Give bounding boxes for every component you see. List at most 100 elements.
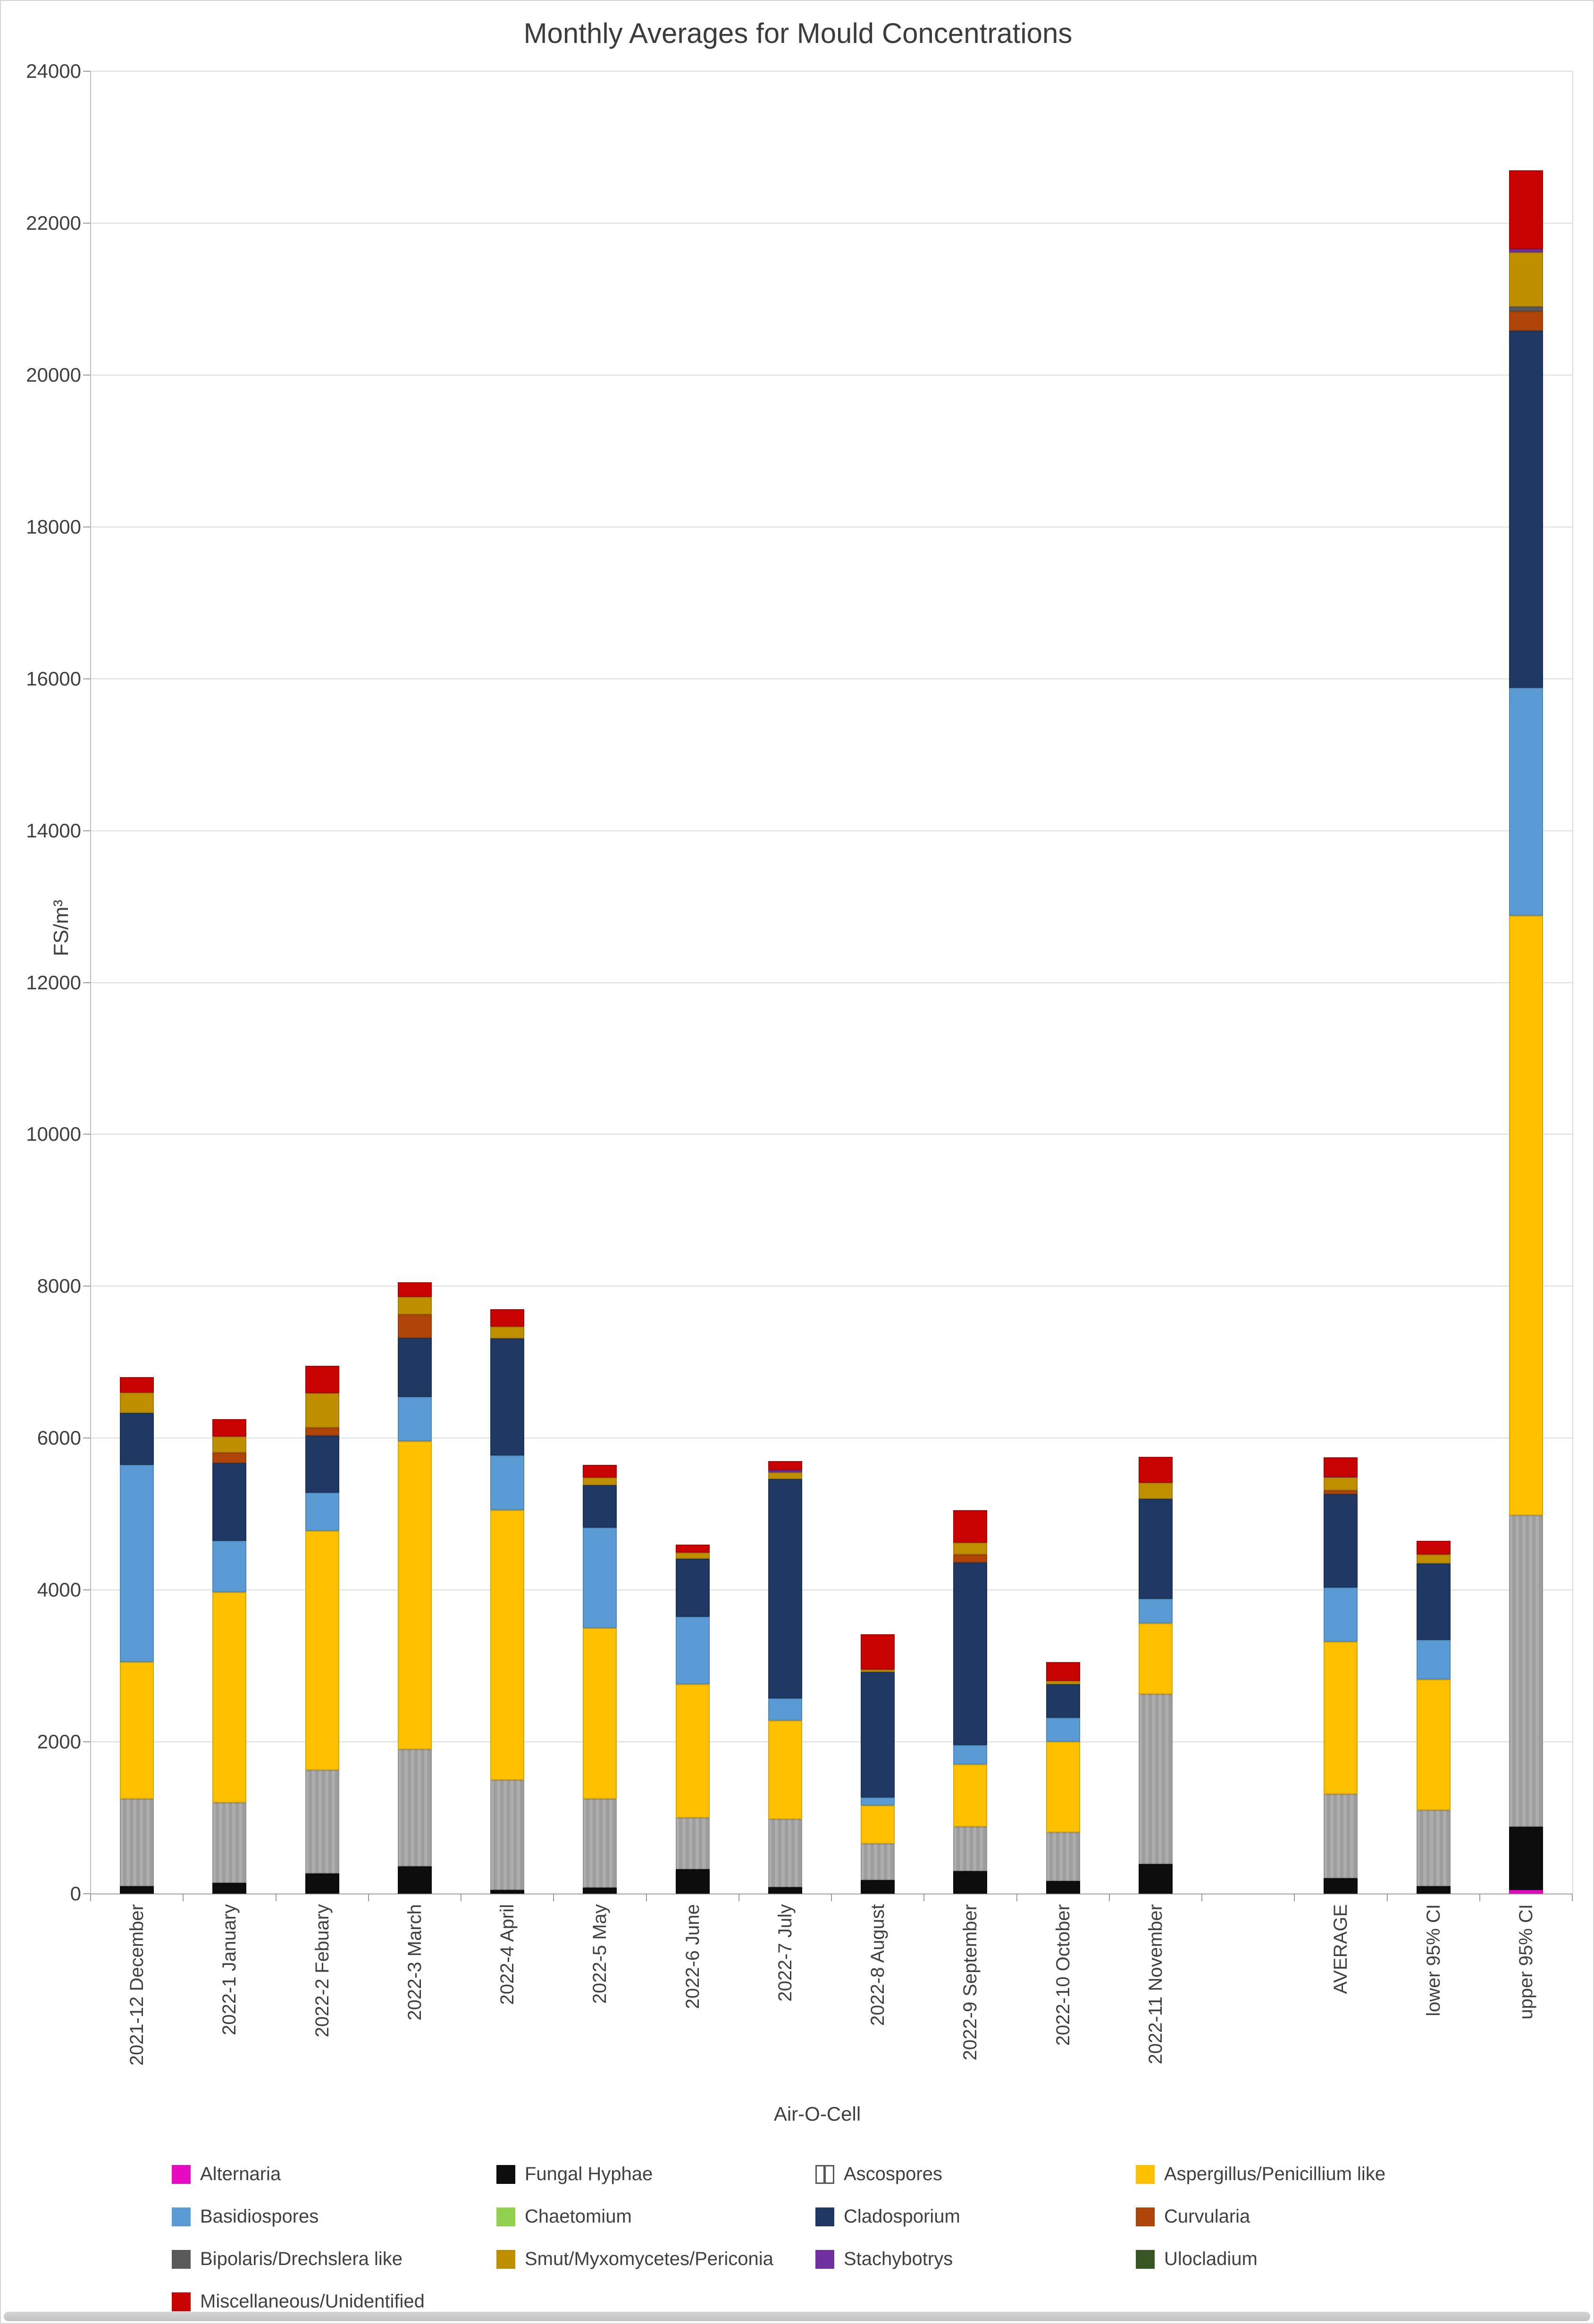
bar-segment-ascospores bbox=[1324, 1794, 1358, 1878]
horizontal-scrollbar[interactable] bbox=[4, 2312, 1590, 2321]
bar-segment-fungal-hyphae bbox=[490, 1889, 525, 1894]
bar-segment-fungal-hyphae bbox=[212, 1883, 247, 1894]
bar-segment-smut-myxomycetes-periconia bbox=[1324, 1477, 1358, 1490]
bar-segment-fungal-hyphae bbox=[397, 1866, 432, 1894]
legend-item-ascospores: Ascospores bbox=[815, 2164, 942, 2185]
y-axis-tick-mark bbox=[83, 678, 91, 679]
bar-segment-smut-myxomycetes-periconia bbox=[1416, 1554, 1451, 1563]
legend-item-curvularia: Curvularia bbox=[1136, 2206, 1250, 2227]
bar-segment-smut-myxomycetes-periconia bbox=[212, 1437, 247, 1453]
bar-segment-fungal-hyphae bbox=[1324, 1878, 1358, 1894]
bar-segment-cladosporium bbox=[397, 1338, 432, 1397]
bar-segment-miscellaneous-unidentified bbox=[397, 1282, 432, 1297]
bar-segment-aspergillus-penicillium-like bbox=[397, 1441, 432, 1750]
bar-segment-cladosporium bbox=[120, 1413, 154, 1465]
legend-item-ulocladium: Ulocladium bbox=[1136, 2249, 1258, 2270]
legend-swatch-icon bbox=[172, 2165, 191, 2184]
bar-segment-basidiospores bbox=[1138, 1599, 1173, 1623]
x-axis-tick-mark bbox=[553, 1894, 554, 1901]
bar-segment-basidiospores bbox=[212, 1540, 247, 1592]
bar-segment-aspergillus-penicillium-like bbox=[768, 1721, 802, 1820]
bar-segment-miscellaneous-unidentified bbox=[120, 1377, 154, 1393]
legend-swatch-icon bbox=[815, 2207, 834, 2226]
legend-item-fungal-hyphae: Fungal Hyphae bbox=[496, 2164, 653, 2185]
legend-label: Curvularia bbox=[1164, 2206, 1250, 2227]
bar-segment-fungal-hyphae bbox=[1416, 1886, 1451, 1894]
legend-swatch-icon bbox=[496, 2249, 515, 2269]
bar-segment-fungal-hyphae bbox=[120, 1886, 154, 1894]
bar-segment-smut-myxomycetes-periconia bbox=[1046, 1681, 1080, 1684]
y-axis-tick-mark bbox=[83, 982, 91, 983]
bar-segment-smut-myxomycetes-periconia bbox=[675, 1553, 710, 1559]
bar-segment-bipolaris-drechslera-like bbox=[1509, 306, 1543, 311]
y-tick-label: 2000 bbox=[37, 1730, 81, 1753]
y-axis-tick-mark bbox=[83, 222, 91, 224]
bar-segment-miscellaneous-unidentified bbox=[1324, 1457, 1358, 1477]
y-axis-tick-mark bbox=[83, 374, 91, 376]
bar-segment-curvularia bbox=[212, 1452, 247, 1463]
x-category-label: 2022-3 March bbox=[404, 1904, 425, 2021]
bar-segment-miscellaneous-unidentified bbox=[768, 1461, 802, 1470]
legend-label: Fungal Hyphae bbox=[525, 2164, 653, 2184]
legend-label: Aspergillus/Penicillium like bbox=[1164, 2164, 1386, 2184]
bar-segment-curvularia bbox=[305, 1427, 339, 1436]
x-axis-tick-mark bbox=[368, 1894, 369, 1901]
bar-segment-smut-myxomycetes-periconia bbox=[583, 1477, 617, 1486]
x-axis-tick-mark bbox=[1016, 1894, 1017, 1901]
legend-label: Miscellaneous/Unidentified bbox=[200, 2291, 425, 2312]
bar-segment-aspergillus-penicillium-like bbox=[305, 1530, 339, 1770]
bar-segment-basidiospores bbox=[490, 1455, 525, 1511]
x-category-label: 2022-10 October bbox=[1052, 1904, 1074, 2046]
gridline bbox=[91, 982, 1572, 983]
bar-segment-cladosporium bbox=[768, 1479, 802, 1699]
bar-segment-ascospores bbox=[768, 1819, 802, 1887]
bar-segment-aspergillus-penicillium-like bbox=[1138, 1623, 1173, 1694]
y-tick-label: 12000 bbox=[26, 971, 81, 994]
bar-segment-fungal-hyphae bbox=[861, 1880, 895, 1894]
bar-segment-cladosporium bbox=[1416, 1563, 1451, 1640]
x-category-label: 2022-6 June bbox=[682, 1904, 703, 2009]
y-axis-tick-mark bbox=[83, 1286, 91, 1287]
bar-segment-miscellaneous-unidentified bbox=[583, 1464, 617, 1478]
bar-segment-miscellaneous-unidentified bbox=[1416, 1540, 1451, 1555]
bar-segment-ascospores bbox=[397, 1749, 432, 1867]
x-category-label: 2022-2 Febuary bbox=[311, 1904, 333, 2038]
bar-segment-ascospores bbox=[212, 1802, 247, 1883]
x-axis-tick-mark bbox=[90, 1894, 91, 1901]
bar-segment-miscellaneous-unidentified bbox=[1509, 170, 1543, 250]
chart-title: Monthly Averages for Mould Concentration… bbox=[523, 17, 1073, 49]
bar-segment-fungal-hyphae bbox=[1509, 1827, 1543, 1890]
x-category-label: AVERAGE bbox=[1330, 1904, 1351, 1994]
gridline bbox=[91, 71, 1572, 72]
bar-segment-basidiospores bbox=[1509, 687, 1543, 916]
x-axis-tick-mark bbox=[1201, 1894, 1202, 1901]
x-category-label: 2022-7 July bbox=[774, 1904, 796, 2002]
bar-segment-curvularia bbox=[397, 1314, 432, 1338]
legend-swatch-icon bbox=[496, 2165, 515, 2184]
legend-label: Ulocladium bbox=[1164, 2249, 1258, 2269]
bar-segment-smut-myxomycetes-periconia bbox=[305, 1393, 339, 1428]
legend-swatch-icon bbox=[815, 2249, 834, 2269]
y-tick-label: 16000 bbox=[26, 667, 81, 690]
bar-segment-basidiospores bbox=[120, 1464, 154, 1663]
legend-item-smut-myxomycetes-periconia: Smut/Myxomycetes/Periconia bbox=[496, 2249, 773, 2270]
bar-segment-aspergillus-penicillium-like bbox=[583, 1628, 617, 1799]
bar-segment-cladosporium bbox=[675, 1559, 710, 1617]
y-axis-tick-mark bbox=[83, 1589, 91, 1591]
bar-segment-ascospores bbox=[1046, 1832, 1080, 1881]
legend-label: Smut/Myxomycetes/Periconia bbox=[525, 2249, 773, 2269]
bar-segment-miscellaneous-unidentified bbox=[861, 1634, 895, 1670]
bar-segment-aspergillus-penicillium-like bbox=[490, 1510, 525, 1780]
gridline bbox=[91, 374, 1572, 376]
legend-swatch-icon bbox=[172, 2249, 191, 2269]
bar-segment-ascospores bbox=[953, 1827, 988, 1871]
legend-label: Alternaria bbox=[200, 2164, 281, 2184]
y-axis-tick-mark bbox=[83, 71, 91, 72]
y-axis-tick-mark bbox=[83, 830, 91, 831]
legend-item-alternaria: Alternaria bbox=[172, 2164, 281, 2185]
legend-item-chaetomium: Chaetomium bbox=[496, 2206, 632, 2227]
x-axis-tick-mark bbox=[183, 1894, 184, 1901]
y-tick-label: 20000 bbox=[26, 363, 81, 386]
legend-item-stachybotrys: Stachybotrys bbox=[815, 2249, 953, 2270]
